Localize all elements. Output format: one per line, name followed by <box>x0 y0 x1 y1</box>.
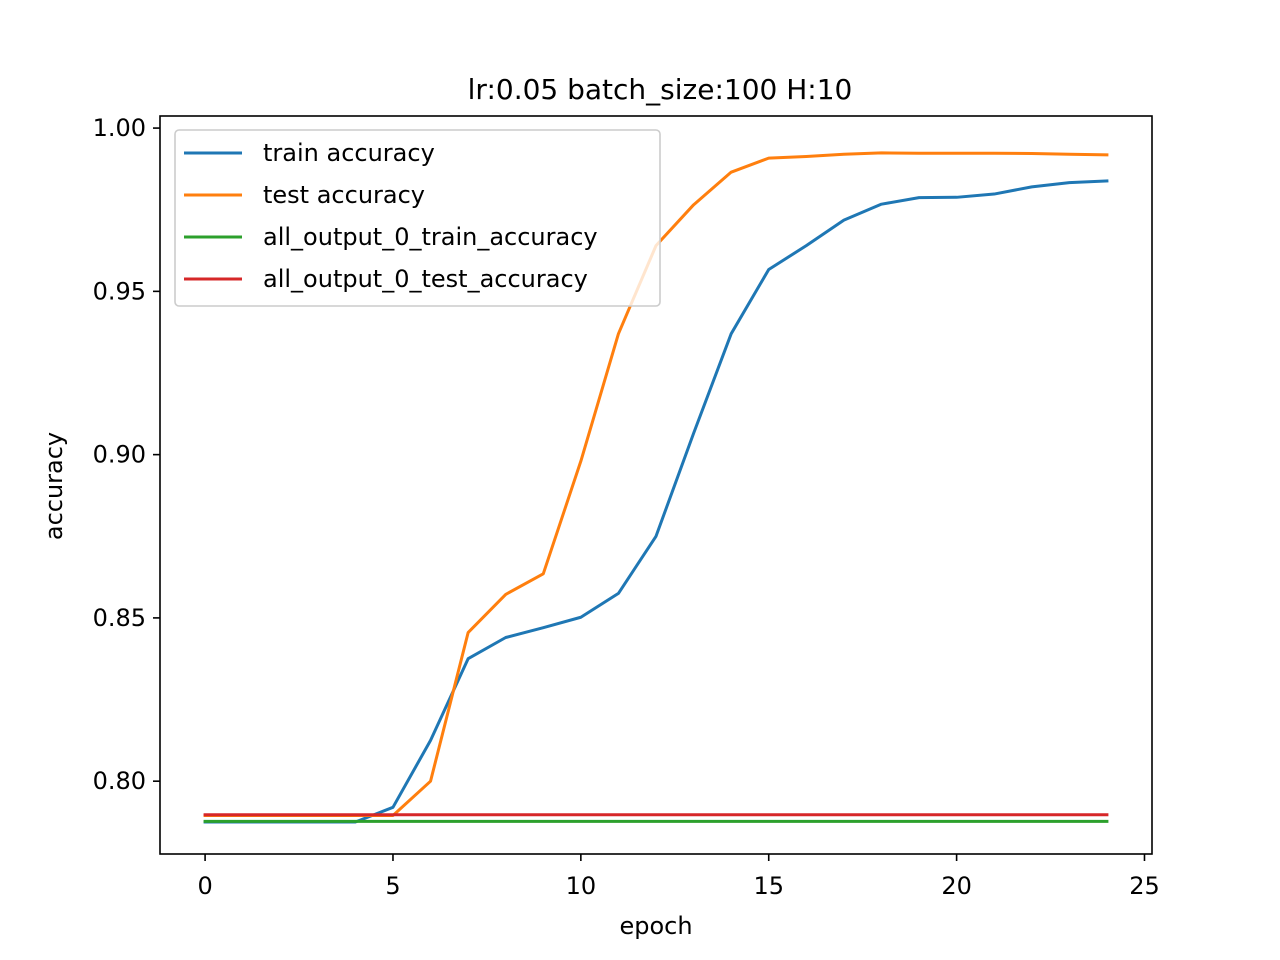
legend-label: test accuracy <box>263 181 425 209</box>
x-tick-label: 20 <box>941 872 972 900</box>
x-tick-label: 25 <box>1129 872 1160 900</box>
legend-label: all_output_0_test_accuracy <box>263 265 588 293</box>
y-axis-label: accuracy <box>40 432 68 540</box>
legend-box <box>174 129 661 307</box>
plot-frame <box>159 115 1153 855</box>
x-tick-label: 5 <box>385 872 400 900</box>
y-axis: 0.80 0.85 0.90 0.95 1.00 <box>93 114 160 795</box>
legend: train accuracy test accuracy all_output_0_… <box>174 129 661 307</box>
x-tick-label: 0 <box>197 872 212 900</box>
y-tick-label: 1.00 <box>93 114 146 142</box>
legend-label: train accuracy <box>263 139 435 167</box>
x-tick-label: 15 <box>753 872 784 900</box>
x-tick-label: 10 <box>566 872 597 900</box>
legend-label: all_output_0_train_accuracy <box>263 223 598 251</box>
y-tick-label: 0.90 <box>93 441 146 469</box>
chart-title: lr:0.05 batch_size:100 H:10 <box>468 73 853 106</box>
x-axis-label: epoch <box>619 912 692 940</box>
y-tick-label: 0.95 <box>93 277 146 305</box>
y-tick-label: 0.80 <box>93 767 146 795</box>
x-axis: 0 5 10 15 20 25 <box>197 854 1160 900</box>
y-tick-label: 0.85 <box>93 604 146 632</box>
